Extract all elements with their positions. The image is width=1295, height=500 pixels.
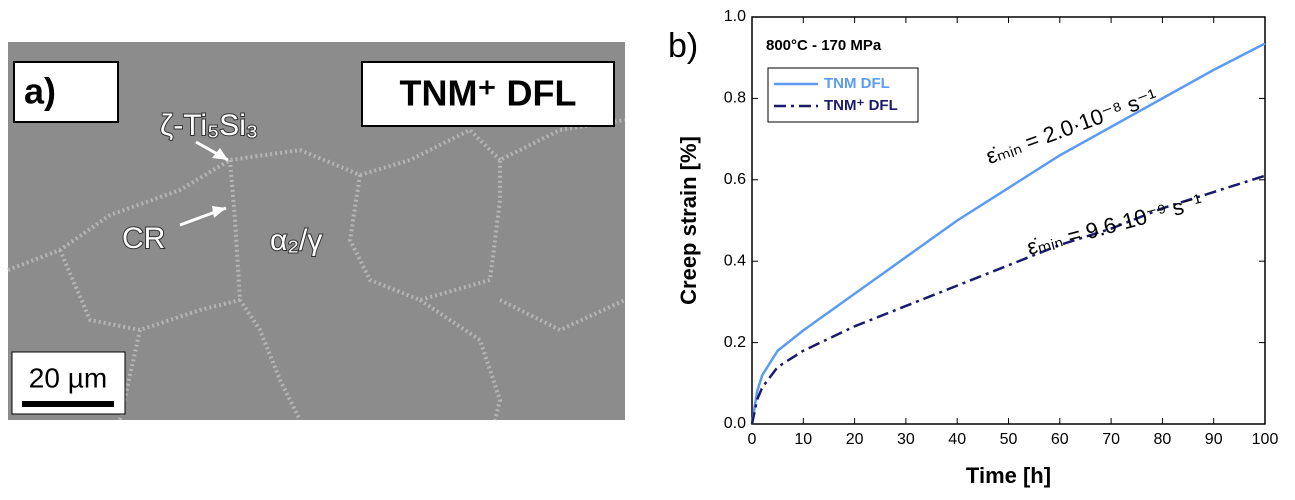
arrow-heads xyxy=(212,148,228,218)
annotation: ε̇ₘᵢₙ = 2.0·10⁻⁸ s⁻¹ xyxy=(983,84,1161,169)
micrograph: a) TNM⁺ DFL ζ-Ti₅Si₃ CR α₂/γ 20 µm xyxy=(7,42,626,421)
legend-label: TNM DFL xyxy=(824,75,890,92)
legend-box xyxy=(767,67,919,123)
y-tick-label: 1.0 xyxy=(724,8,746,25)
cr-label: CR xyxy=(122,222,165,255)
y-tick-label: 0.0 xyxy=(724,415,746,432)
x-tick-label: 10 xyxy=(794,431,812,448)
x-axis-label: Time [h] xyxy=(966,463,1051,488)
series-line xyxy=(750,42,1266,425)
y-tick-label: 0.4 xyxy=(724,252,746,269)
scale-label: 20 µm xyxy=(29,362,107,393)
x-tick-label: 40 xyxy=(948,431,966,448)
x-tick-label: 80 xyxy=(1154,431,1172,448)
x-tick-label: 90 xyxy=(1205,431,1223,448)
sample-label: TNM⁺ DFL xyxy=(400,73,577,114)
chart: b) 800°C - 170 MPa Time [h] Creep strain [%… xyxy=(668,8,1278,488)
annotation: ε̇ₘᵢₙ = 9.6·10⁻⁹ s⁻¹ xyxy=(1024,189,1205,260)
phase-label: ζ-Ti₅Si₃ xyxy=(160,109,258,142)
panel-label-box xyxy=(13,61,119,123)
legend-label: TNM⁺ DFL xyxy=(824,97,898,114)
x-tick-label: 100 xyxy=(1252,431,1279,448)
sample-label-box xyxy=(361,61,615,127)
panel-label: a) xyxy=(24,71,56,112)
scale-bar xyxy=(22,401,114,407)
x-tick-label: 70 xyxy=(1102,431,1120,448)
grain-boundaries xyxy=(7,118,626,421)
y-axis-label: Creep strain [%] xyxy=(676,136,701,305)
y-tick-label: 0.6 xyxy=(724,171,746,188)
x-tick-label: 0 xyxy=(748,431,757,448)
y-tick-label: 0.2 xyxy=(724,334,746,351)
x-tick-label: 50 xyxy=(1000,431,1018,448)
x-tick-label: 30 xyxy=(897,431,915,448)
y-tick-label: 0.8 xyxy=(724,90,746,107)
matrix-label: α₂/γ xyxy=(270,224,322,257)
chart-title: 800°C - 170 MPa xyxy=(766,37,882,54)
x-tick-label: 20 xyxy=(846,431,864,448)
series-line xyxy=(750,174,1266,425)
x-tick-label: 60 xyxy=(1051,431,1069,448)
panel-label: b) xyxy=(668,27,698,65)
